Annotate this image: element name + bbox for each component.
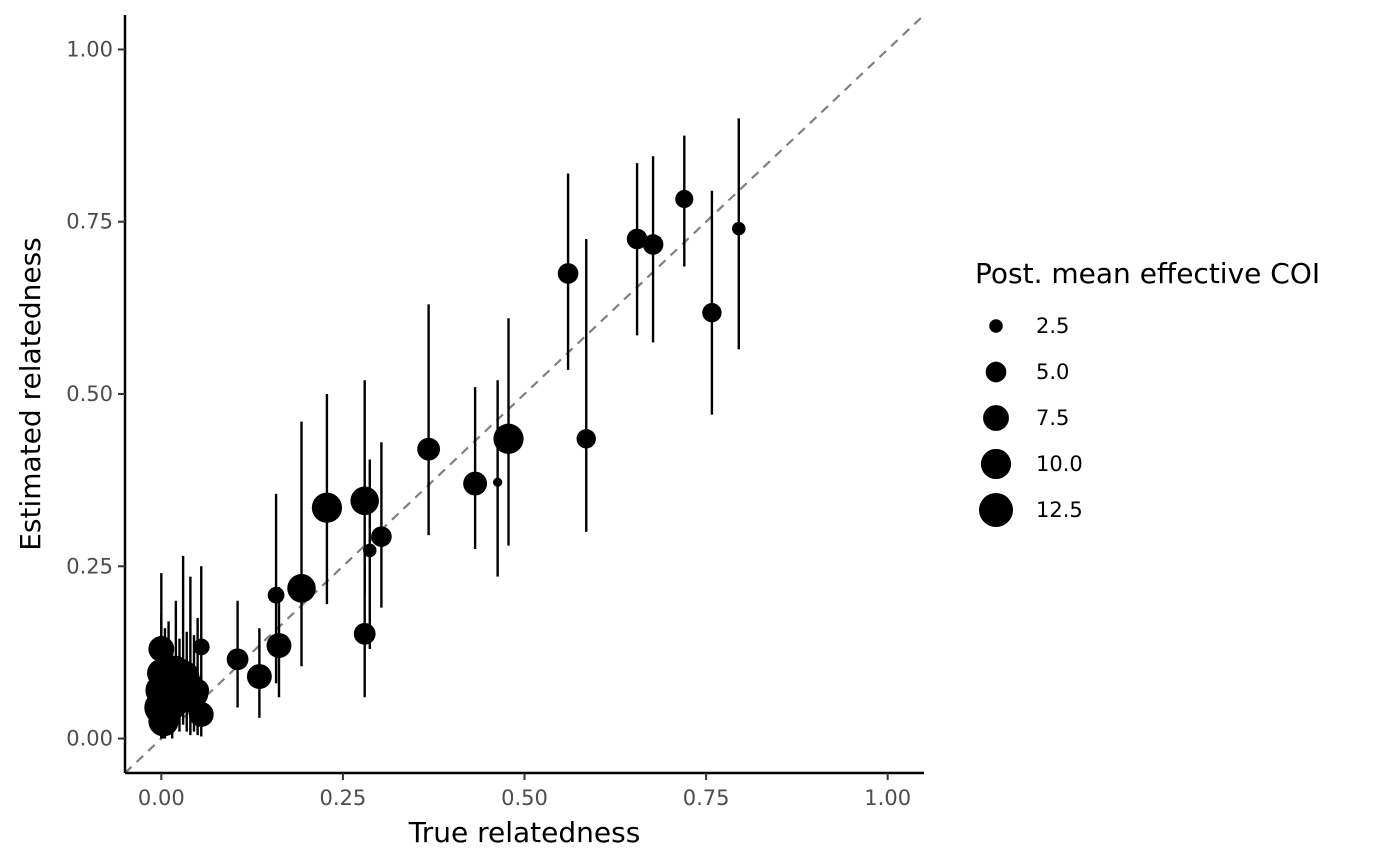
data-point bbox=[267, 586, 285, 604]
data-point bbox=[162, 655, 190, 684]
x-tick-label: 0.75 bbox=[683, 786, 730, 810]
legend-label: 10.0 bbox=[1036, 452, 1083, 476]
y-tick-label: 0.75 bbox=[66, 210, 113, 234]
data-point bbox=[363, 543, 377, 558]
identity-reference-line bbox=[124, 14, 925, 774]
legend-title: Post. mean effective COI bbox=[975, 257, 1320, 290]
legend-key-circle bbox=[989, 319, 1003, 333]
data-points bbox=[144, 189, 746, 737]
y-tick-label: 0.50 bbox=[66, 382, 113, 406]
legend-label: 5.0 bbox=[1036, 360, 1069, 384]
data-point bbox=[266, 633, 292, 658]
y-axis-title: Estimated relatedness bbox=[14, 237, 47, 551]
legend-key-circle bbox=[985, 361, 1007, 383]
data-point bbox=[642, 234, 664, 255]
data-point bbox=[493, 477, 503, 487]
legend-label: 12.5 bbox=[1036, 498, 1083, 522]
data-point bbox=[353, 622, 376, 645]
legend-key-circle bbox=[983, 405, 1009, 431]
legend-label: 2.5 bbox=[1036, 314, 1069, 338]
data-point bbox=[675, 189, 694, 209]
data-point bbox=[246, 664, 272, 689]
data-point bbox=[188, 701, 214, 727]
x-tick-label: 1.00 bbox=[864, 786, 911, 810]
data-point bbox=[148, 706, 179, 737]
x-axis-title: True relatedness bbox=[408, 816, 641, 849]
data-point bbox=[186, 678, 210, 702]
data-point bbox=[192, 638, 210, 656]
plot-panel bbox=[124, 14, 925, 774]
x-tick-label: 0.25 bbox=[320, 786, 367, 810]
data-point bbox=[226, 648, 249, 671]
data-point bbox=[417, 437, 441, 461]
data-point bbox=[626, 228, 648, 250]
y-tick-label: 0.25 bbox=[66, 554, 113, 578]
legend-label: 7.5 bbox=[1036, 406, 1069, 430]
y-axis-ticks: 0.00 0.25 0.50 0.75 1.00 bbox=[66, 37, 125, 751]
data-point bbox=[702, 302, 722, 323]
data-point bbox=[371, 526, 392, 547]
size-legend: Post. mean effective COI 2.5 5.0 7.5 10.0 12… bbox=[975, 257, 1320, 527]
data-point bbox=[311, 492, 343, 523]
data-point bbox=[350, 486, 379, 516]
y-tick-label: 0.00 bbox=[66, 727, 113, 751]
legend-key-circle bbox=[979, 493, 1013, 527]
data-point bbox=[463, 471, 488, 496]
y-tick-label: 1.00 bbox=[66, 37, 113, 61]
legend-entries: 2.5 5.0 7.5 10.0 12.5 bbox=[979, 314, 1083, 527]
data-point bbox=[732, 221, 746, 236]
x-tick-label: 0.50 bbox=[501, 786, 548, 810]
error-bars bbox=[160, 118, 740, 739]
data-point bbox=[576, 429, 596, 449]
data-point bbox=[148, 636, 175, 662]
x-tick-label: 0.00 bbox=[138, 786, 185, 810]
x-axis-ticks: 0.00 0.25 0.50 0.75 1.00 bbox=[138, 773, 911, 810]
data-point bbox=[287, 574, 316, 603]
data-point bbox=[493, 423, 524, 454]
data-point bbox=[557, 263, 579, 284]
legend-key-circle bbox=[980, 448, 1012, 480]
